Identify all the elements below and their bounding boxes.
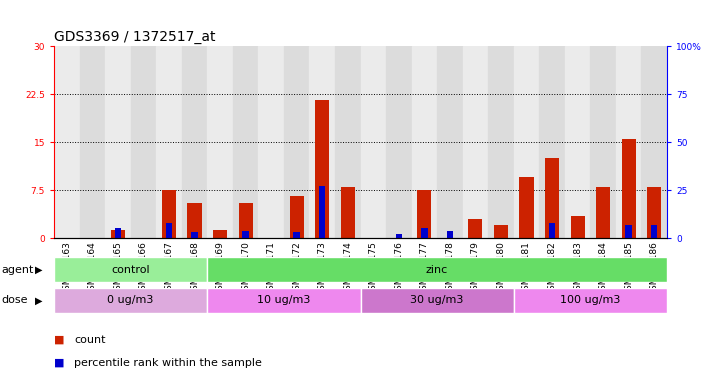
Bar: [208, 257, 667, 282]
Bar: [488, 46, 514, 238]
Bar: [105, 46, 131, 238]
Bar: [54, 46, 79, 238]
Bar: [111, 230, 125, 238]
Bar: [191, 232, 198, 238]
Bar: [463, 46, 488, 238]
Bar: [647, 187, 661, 238]
Bar: [166, 223, 172, 238]
Text: ■: ■: [54, 335, 65, 345]
Bar: [539, 46, 565, 238]
Bar: [54, 257, 208, 282]
Bar: [258, 46, 284, 238]
Bar: [396, 234, 402, 238]
Bar: [651, 225, 658, 238]
Bar: [208, 288, 360, 313]
Bar: [233, 46, 258, 238]
Text: percentile rank within the sample: percentile rank within the sample: [74, 358, 262, 368]
Bar: [625, 225, 632, 238]
Text: 10 ug/m3: 10 ug/m3: [257, 295, 311, 306]
Bar: [412, 46, 437, 238]
Bar: [447, 231, 453, 238]
Text: ▶: ▶: [35, 295, 42, 306]
Bar: [309, 46, 335, 238]
Bar: [590, 46, 616, 238]
Text: control: control: [111, 265, 150, 275]
Bar: [549, 223, 555, 238]
Text: agent: agent: [1, 265, 34, 275]
Text: ■: ■: [54, 358, 65, 368]
Bar: [616, 46, 642, 238]
Bar: [565, 46, 590, 238]
Bar: [469, 219, 482, 238]
Bar: [54, 288, 208, 313]
Bar: [319, 186, 325, 238]
Bar: [545, 158, 559, 238]
Bar: [239, 203, 252, 238]
Bar: [213, 230, 227, 238]
Text: 100 ug/m3: 100 ug/m3: [560, 295, 621, 306]
Bar: [115, 228, 121, 238]
Bar: [341, 187, 355, 238]
Bar: [494, 225, 508, 238]
Bar: [513, 46, 539, 238]
Bar: [437, 46, 463, 238]
Bar: [386, 46, 412, 238]
Text: ▶: ▶: [35, 265, 42, 275]
Text: GDS3369 / 1372517_at: GDS3369 / 1372517_at: [54, 30, 216, 44]
Text: dose: dose: [1, 295, 28, 306]
Text: count: count: [74, 335, 106, 345]
Bar: [284, 46, 309, 238]
Text: 0 ug/m3: 0 ug/m3: [107, 295, 154, 306]
Bar: [596, 187, 610, 238]
Bar: [519, 177, 534, 238]
Bar: [290, 197, 304, 238]
Bar: [182, 46, 208, 238]
Bar: [513, 288, 667, 313]
Bar: [208, 46, 233, 238]
Bar: [315, 101, 329, 238]
Bar: [622, 139, 636, 238]
Bar: [421, 228, 428, 238]
Bar: [570, 216, 585, 238]
Bar: [156, 46, 182, 238]
Bar: [293, 232, 300, 238]
Bar: [242, 231, 249, 238]
Bar: [335, 46, 360, 238]
Text: 30 ug/m3: 30 ug/m3: [410, 295, 464, 306]
Bar: [360, 46, 386, 238]
Bar: [360, 288, 513, 313]
Bar: [79, 46, 105, 238]
Bar: [131, 46, 156, 238]
Bar: [417, 190, 431, 238]
Bar: [642, 46, 667, 238]
Bar: [187, 203, 202, 238]
Bar: [162, 190, 176, 238]
Text: zinc: zinc: [426, 265, 448, 275]
